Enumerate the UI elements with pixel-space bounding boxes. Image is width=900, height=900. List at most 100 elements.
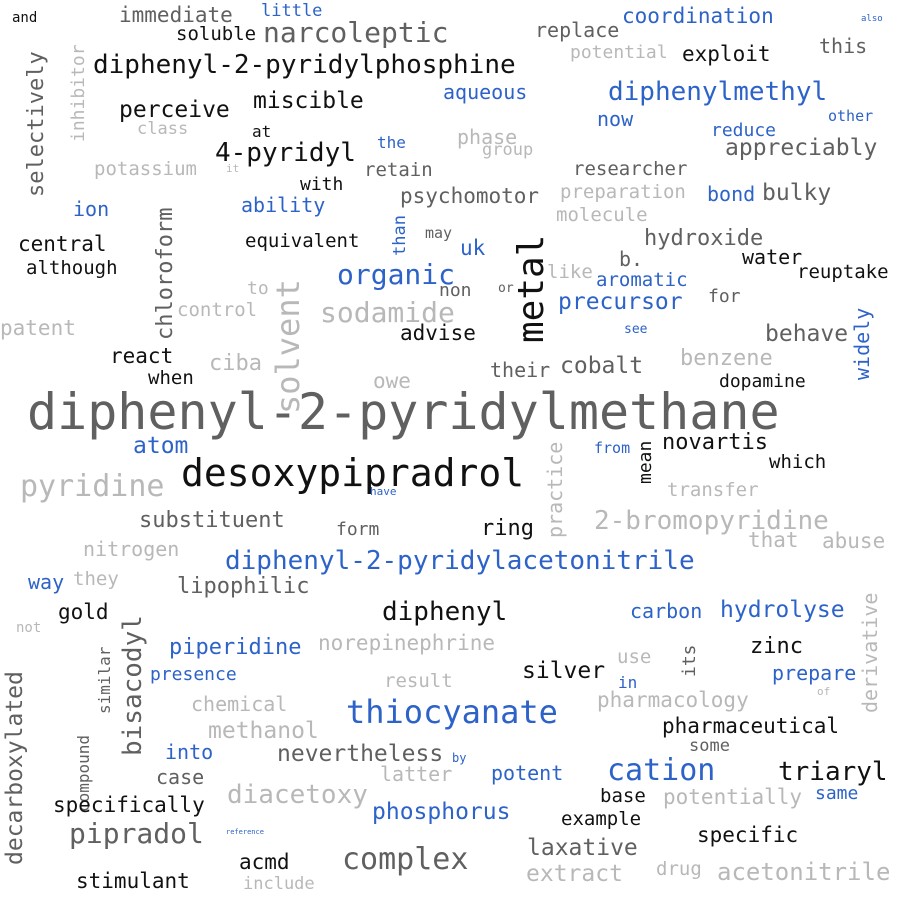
word: although [26, 257, 118, 279]
word: when [148, 367, 194, 389]
word: precursor [558, 289, 683, 315]
word: owe [373, 369, 411, 393]
word: abuse [822, 529, 886, 553]
word: ion [73, 197, 110, 221]
word: methanol [208, 718, 319, 744]
word: researcher [573, 158, 688, 180]
word: stimulant [76, 869, 190, 893]
word: behave [765, 321, 849, 347]
word: sodamide [320, 296, 455, 329]
word: control [177, 299, 258, 321]
word: drug [656, 858, 702, 880]
word: nitrogen [83, 537, 180, 561]
word: transfer [667, 479, 759, 501]
word: diacetoxy [227, 780, 368, 810]
word: benzene [680, 346, 773, 371]
word: to [247, 278, 269, 299]
word: preparation [560, 181, 686, 203]
word: include [243, 874, 315, 894]
word: diphenyl-2-pyridylacetonitrile [225, 546, 695, 576]
word: cobalt [560, 353, 644, 379]
word: at [252, 122, 272, 141]
word: from [594, 439, 631, 457]
word: same [815, 783, 859, 804]
word: 2-bromopyridine [594, 506, 829, 536]
word: molecule [556, 204, 648, 226]
word: chloroform [153, 207, 178, 340]
word: this [819, 34, 868, 58]
word: diphenyl [382, 597, 508, 627]
word: form [336, 519, 380, 540]
word: aromatic [596, 269, 688, 291]
word: metal [511, 234, 552, 343]
word: hydrolyse [720, 597, 845, 623]
word: patent [0, 316, 76, 340]
word: miscible [253, 88, 364, 114]
word: case [156, 765, 205, 789]
word: prepare [772, 661, 857, 685]
word: their [490, 358, 551, 382]
word: advise [400, 321, 476, 345]
word: result [384, 670, 453, 692]
word: pipradol [69, 817, 204, 850]
word: example [561, 808, 642, 830]
word: exploit [682, 42, 771, 66]
word: bulky [762, 180, 832, 206]
word: b. [619, 247, 644, 271]
word: ability [241, 193, 326, 217]
word: complex [342, 842, 469, 877]
word: dopamine [719, 371, 806, 392]
word: coordination [622, 4, 774, 28]
word: water [742, 245, 803, 269]
word: little [261, 1, 323, 21]
word: phase [457, 125, 518, 149]
word: cation [607, 753, 716, 788]
word: they [73, 568, 119, 590]
word: by [452, 751, 467, 765]
word: specifically [53, 793, 205, 817]
word: mean [635, 440, 656, 484]
word: and [12, 10, 38, 26]
word: soluble [176, 23, 257, 45]
word: phosphorus [372, 799, 511, 825]
word: other [828, 107, 874, 125]
word: potential [570, 42, 668, 63]
word: equivalent [245, 230, 360, 252]
word: desoxypipradrol [181, 451, 525, 495]
word: acetonitrile [717, 858, 891, 886]
word: bond [707, 182, 756, 206]
word: in [618, 673, 638, 692]
word: silver [522, 658, 606, 684]
word: lipophilic [177, 574, 310, 599]
word: diphenylmethyl [608, 77, 828, 107]
word: substituent [139, 508, 285, 533]
word: ring [481, 516, 534, 541]
word: may [425, 224, 453, 242]
word: hydroxide [644, 226, 764, 251]
word: reference [226, 828, 264, 836]
word: the [377, 133, 406, 152]
word: carbon [630, 599, 703, 623]
word: of [817, 685, 831, 698]
word: zinc [750, 634, 803, 659]
word: norepinephrine [318, 631, 496, 655]
word: atom [133, 433, 189, 459]
word: triaryl [778, 757, 888, 787]
word: or [498, 281, 514, 296]
word: than [390, 215, 410, 256]
word: which [769, 451, 827, 473]
word: that [748, 528, 799, 552]
word: base [600, 785, 646, 807]
word: acmd [239, 850, 290, 874]
word: nevertheless [277, 741, 444, 767]
word: specific [697, 823, 799, 847]
word: 4-pyridyl [215, 138, 356, 168]
word: laxative [527, 835, 638, 861]
word: its [679, 644, 700, 677]
word: potentially [663, 785, 803, 809]
word: diphenyl-2-pyridylphosphine [93, 50, 516, 80]
word: non [439, 280, 472, 301]
word: pyridine [20, 469, 165, 504]
word: ciba [209, 351, 262, 376]
